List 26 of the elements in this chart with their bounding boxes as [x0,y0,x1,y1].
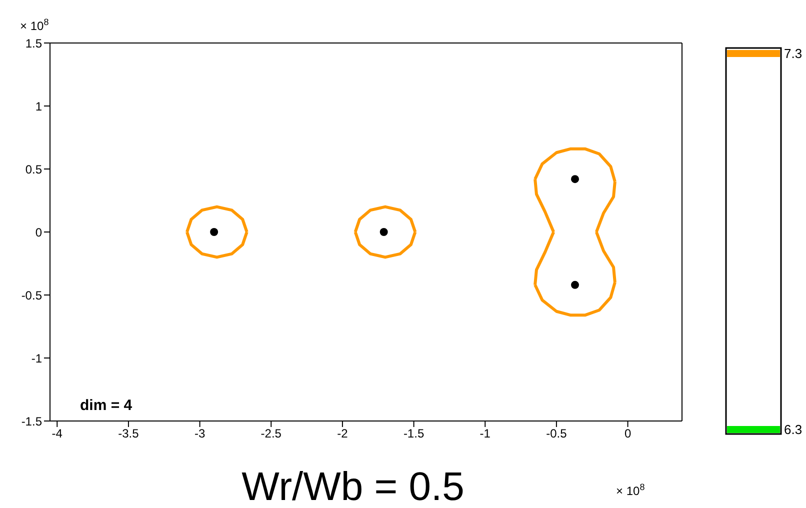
legend-label: 6.3 [784,422,802,437]
y-tick-label: 1 [35,99,42,114]
x-tick-label: 0 [624,426,632,441]
y-tick-label: -1.5 [21,414,42,428]
y-tick-label: 0 [35,225,42,240]
y-tick-label: -1 [31,351,42,366]
x-tick-label: -3.5 [118,426,140,441]
x-tick-label: -2 [337,426,348,441]
x-axis-title: Wr/Wb = 0.5 [242,465,464,508]
x-tick-label: -1.5 [403,426,424,441]
x-tick-label: -4 [52,426,63,441]
point [571,175,579,184]
x-tick-label: -3 [194,426,206,441]
point [380,228,388,236]
point [571,280,579,289]
y-tick-label: -0.5 [21,288,42,302]
y-tick-label: 1.5 [25,36,42,50]
annotation: dim = 4 [80,397,133,414]
x-tick-label: -0.5 [546,426,568,441]
point [210,228,218,236]
y-tick-label: 0.5 [25,162,42,176]
x-tick-label: -1 [480,426,491,441]
text: × 10$^{8}$ [616,482,645,498]
x-tick-label: -2.5 [260,426,282,441]
legend-label: 7.3 [784,46,802,61]
text: × 10$^{8}$ [20,17,49,33]
